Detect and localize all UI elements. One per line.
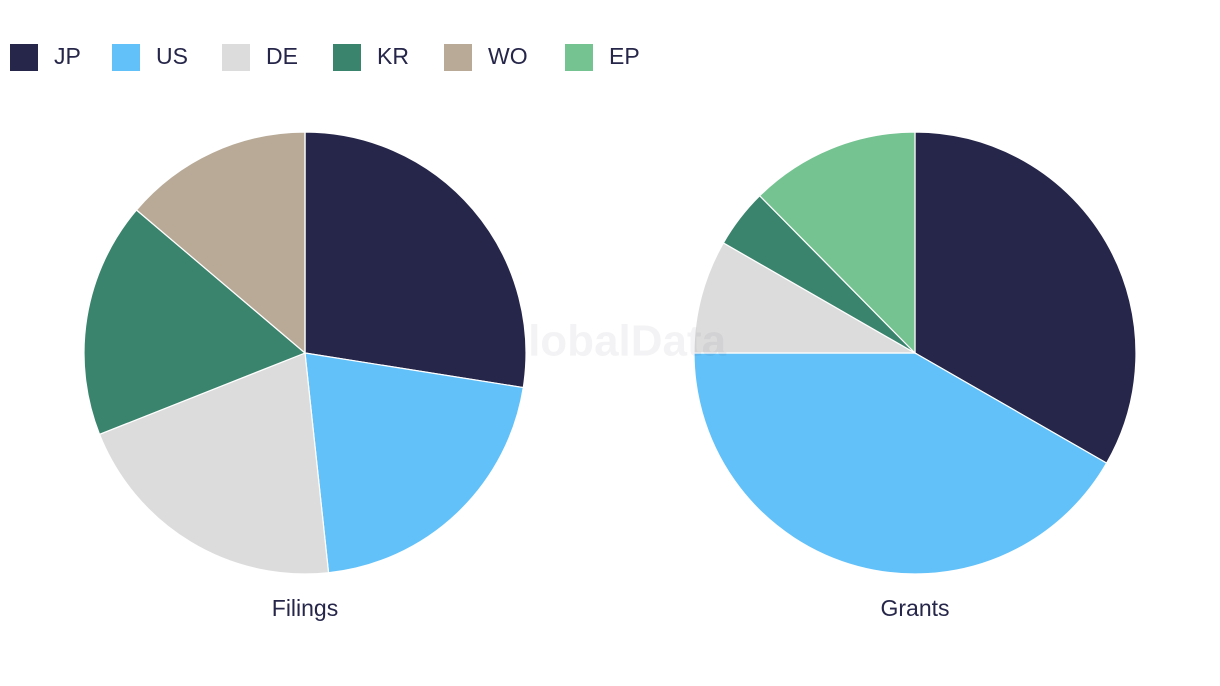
- pie-slice: [304, 352, 524, 574]
- pie-slice: [83, 209, 307, 436]
- pie-slice: [693, 352, 1108, 575]
- legend-swatch: [565, 44, 593, 71]
- watermark: GlobalData: [494, 317, 727, 366]
- pie: [693, 131, 1137, 575]
- legend-label: JP: [54, 43, 81, 69]
- legend-swatch: [10, 44, 38, 71]
- legend-swatch: [333, 44, 361, 71]
- pie-slice: [98, 352, 330, 575]
- legend-swatch: [444, 44, 472, 71]
- legend-label: US: [156, 43, 188, 69]
- pie: [83, 131, 527, 575]
- pie-title: Filings: [272, 595, 338, 621]
- legend-label: DE: [266, 43, 298, 69]
- pie-slice: [758, 131, 916, 355]
- legend-label: EP: [609, 43, 640, 69]
- legend-label: WO: [488, 43, 528, 69]
- pie-title: Grants: [880, 595, 949, 621]
- pie-slice: [304, 131, 527, 389]
- pie-slice: [914, 131, 1137, 464]
- legend-label: KR: [377, 43, 409, 69]
- pie-slice: [693, 242, 918, 354]
- legend-swatch: [112, 44, 140, 71]
- pie-slice: [135, 131, 306, 355]
- legend-swatch: [222, 44, 250, 71]
